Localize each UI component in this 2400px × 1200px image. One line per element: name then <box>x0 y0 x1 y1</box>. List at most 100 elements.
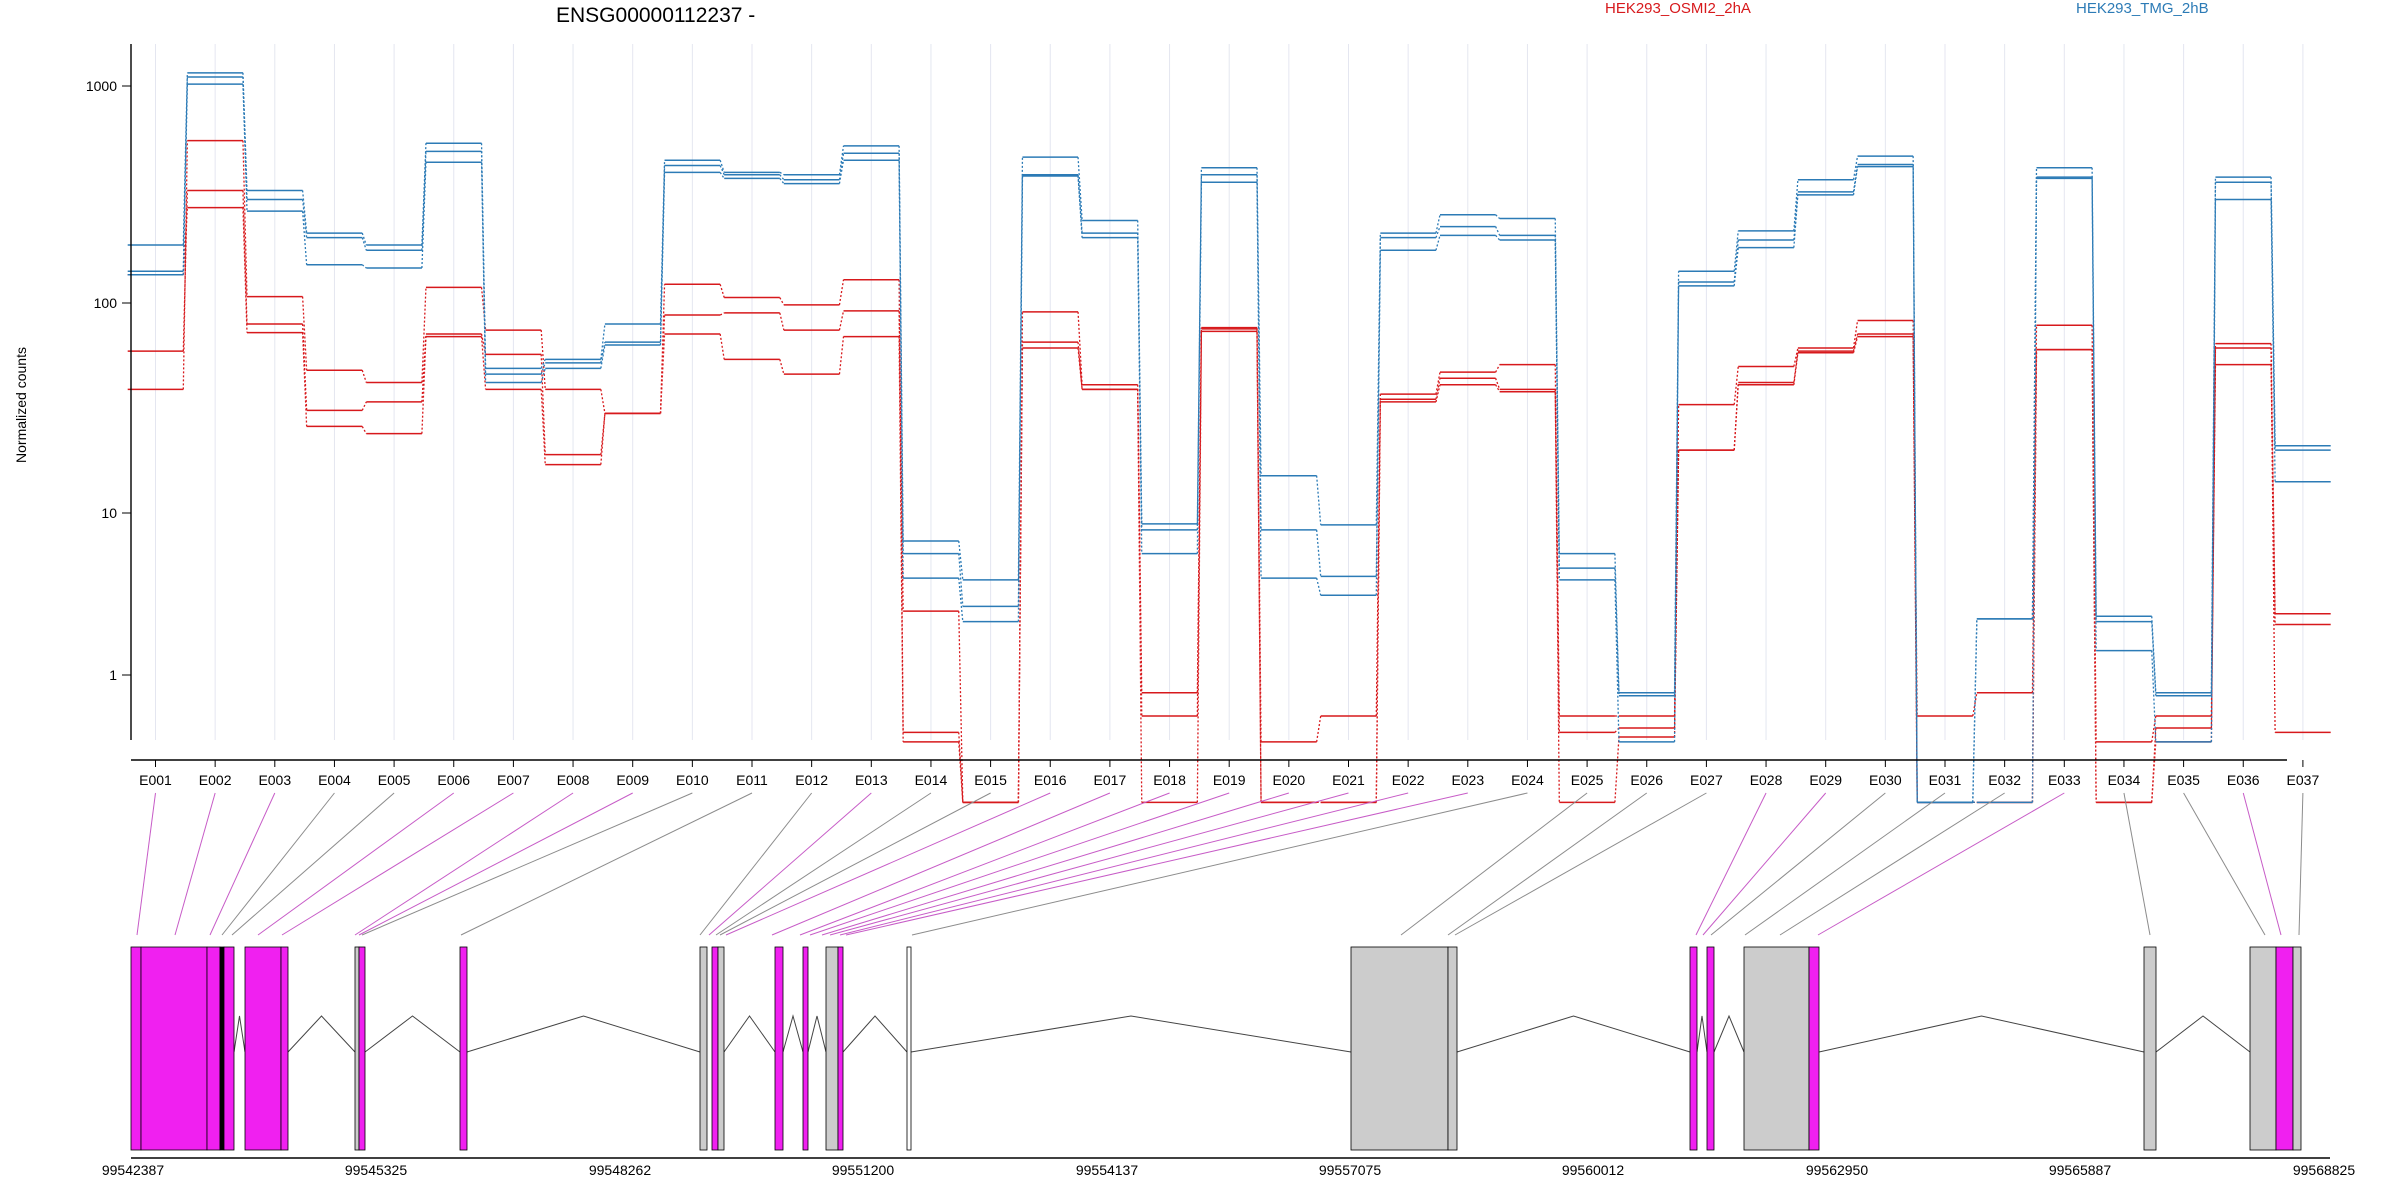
transition-segment <box>898 336 904 742</box>
transition-segment <box>659 172 666 346</box>
transition-segment <box>1852 333 1859 352</box>
legend-entry-tmg: HEK293_TMG_2hB <box>2076 0 2209 17</box>
transition-segment <box>958 553 964 607</box>
transition-segment <box>659 333 666 414</box>
chart-title: ENSG00000112237 - <box>556 4 755 27</box>
transition-segment <box>1316 715 1322 742</box>
transition-segment <box>1256 331 1262 803</box>
transition-segment <box>1495 234 1501 241</box>
x-tick-label-e017: E017 <box>1094 772 1127 788</box>
connector-line <box>719 792 991 936</box>
exon-box <box>358 946 366 1151</box>
x-tick-label-e037: E037 <box>2287 772 2320 788</box>
connector-line <box>1695 792 1767 936</box>
transition-segment <box>421 151 427 251</box>
transition-segment <box>2091 349 2097 803</box>
x-tick-label-e028: E028 <box>1750 772 1783 788</box>
exon-box <box>1808 946 1820 1151</box>
transition-segment <box>1912 166 1918 803</box>
transition-segment <box>1375 250 1381 596</box>
intron-line <box>287 1015 356 1053</box>
series-6 <box>127 83 2331 804</box>
x-tick-label-e019: E019 <box>1213 772 1246 788</box>
gene-model <box>130 946 2330 1159</box>
y-tick-label-10: 10 <box>101 505 117 521</box>
transition-segment <box>779 171 785 176</box>
coord-label: 99568825 <box>2293 1162 2356 1178</box>
exon-box <box>2143 946 2157 1151</box>
x-tick-label-e026: E026 <box>1630 772 1663 788</box>
transition-segment <box>1137 389 1143 803</box>
transition-segment <box>1614 579 1620 742</box>
x-tick-label-e024: E024 <box>1511 772 1544 788</box>
connector-line <box>725 792 1051 936</box>
exon-box <box>1350 946 1449 1151</box>
transition-segment <box>1793 191 1799 241</box>
transition-segment <box>898 160 904 579</box>
transition-segment <box>779 174 785 181</box>
gridlines <box>155 44 2304 740</box>
intron-line <box>1713 1014 1745 1053</box>
transition-segment <box>779 312 785 331</box>
connector-line <box>845 792 1468 936</box>
transition-segment <box>1852 166 1859 195</box>
transition-segment <box>1435 214 1441 234</box>
transition-segment <box>1733 230 1739 272</box>
connector-line <box>2298 792 2304 936</box>
transition-segment <box>1852 320 1859 349</box>
connector-line <box>358 792 633 936</box>
exon-box <box>354 946 360 1151</box>
transition-segment <box>1077 311 1083 385</box>
exon-box <box>717 946 725 1151</box>
transition-segment <box>838 145 845 175</box>
exon-box <box>906 946 912 1151</box>
connector-line <box>1454 792 1707 936</box>
transition-segment <box>958 540 964 580</box>
exon-box <box>802 946 809 1151</box>
transition-segment <box>480 151 487 375</box>
transition-segment <box>1435 235 1441 251</box>
transition-segment <box>1435 384 1441 403</box>
x-tick-label-e022: E022 <box>1392 772 1425 788</box>
transition-segment <box>719 312 725 316</box>
transition-segment <box>182 207 188 275</box>
exon-box <box>140 946 208 1151</box>
exon-box <box>837 946 844 1151</box>
exon-box <box>1706 946 1715 1151</box>
intron-line <box>466 1015 701 1053</box>
transition-segment <box>1017 157 1024 580</box>
connector-line <box>2183 792 2266 936</box>
transition-segment <box>301 211 308 265</box>
x-tick-label-e020: E020 <box>1272 772 1305 788</box>
connector-line <box>2242 792 2282 936</box>
connector-line <box>1702 792 1827 936</box>
transition-segment <box>719 333 725 360</box>
transition-segment <box>540 368 546 383</box>
legend-entry-osmi2: HEK293_OSMI2_2hA <box>1605 0 1751 17</box>
transition-segment <box>301 323 308 411</box>
intron-line <box>842 1015 908 1053</box>
transition-segment <box>2151 650 2157 742</box>
transition-segment <box>1435 378 1441 400</box>
transition-segment <box>182 72 188 246</box>
x-tick-label-e012: E012 <box>795 772 828 788</box>
x-tick-label-e006: E006 <box>437 772 470 788</box>
exon-box <box>244 946 282 1151</box>
exon-box <box>459 946 468 1151</box>
transition-segment <box>719 165 725 176</box>
transition-segment <box>361 401 367 411</box>
coordinate-labels: 99542387 99545325 99548262 99551200 9955… <box>102 1162 2356 1178</box>
transition-segment <box>1495 384 1501 393</box>
x-tick-label-e029: E029 <box>1809 772 1842 788</box>
exon-box <box>1689 946 1698 1151</box>
x-tick-label-e008: E008 <box>557 772 590 788</box>
y-ticks: 1000 100 10 1 <box>86 78 131 683</box>
transition-segment <box>600 342 606 363</box>
x-tick-label-e034: E034 <box>2108 772 2141 788</box>
transition-segment <box>1793 179 1799 231</box>
transition-segment <box>1077 157 1083 221</box>
transition-segment <box>838 310 845 331</box>
connector-line <box>209 792 276 936</box>
transition-segment <box>838 279 845 306</box>
